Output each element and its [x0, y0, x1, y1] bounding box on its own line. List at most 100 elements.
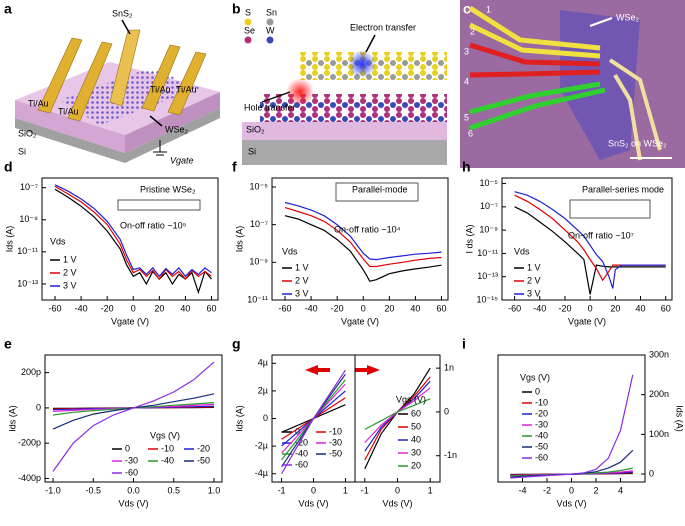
legend-label: -10	[535, 397, 548, 407]
label: Si	[18, 146, 26, 156]
arrow	[318, 368, 330, 372]
x-axis-label: Vgate (V)	[111, 316, 149, 326]
legend-label: 50	[411, 421, 421, 431]
label: SnS₂ on WSe₂	[608, 138, 667, 148]
x-tick-label: 4	[618, 485, 623, 495]
y-tick-label: 1n	[444, 363, 454, 373]
electrode	[608, 58, 662, 151]
x-tick-label: -40	[305, 303, 318, 313]
y-axis-label: Ids (A)	[4, 226, 14, 253]
y-tick-label: 10⁻¹³	[477, 271, 498, 281]
series-line	[54, 184, 212, 278]
legend-atom	[266, 36, 274, 44]
label: Ti/Au	[150, 84, 171, 94]
legend-label: 40	[411, 434, 421, 444]
legend-label: -60	[125, 467, 138, 477]
electrode	[141, 44, 181, 112]
series-line	[54, 188, 212, 295]
y-tick-label: 10⁻⁷	[20, 182, 38, 192]
electrode	[469, 81, 601, 115]
x-tick-label: -2	[543, 485, 551, 495]
electrode	[469, 42, 601, 67]
x-tick-label: 1.0	[208, 485, 221, 495]
x-tick-label: 40	[410, 303, 420, 313]
y-tick-label: 10⁻⁵	[250, 181, 269, 191]
panel-label: i	[462, 336, 466, 352]
legend-label: 60	[411, 408, 421, 418]
label: Electron transfer	[350, 22, 416, 32]
x-axis-label: Vds (V)	[556, 498, 586, 508]
legend-title: Vds	[282, 246, 298, 256]
y-axis-label: Ids (A)	[675, 405, 685, 432]
sio2-layer	[242, 122, 447, 140]
label: Vgate	[170, 155, 194, 165]
legend-label: 0	[535, 386, 540, 396]
panel-b: b S Sn Se W Electron transfer Hole trans…	[232, 1, 447, 165]
x-tick-label: -1.0	[45, 485, 61, 495]
panel-label: g	[232, 336, 241, 352]
label: 6	[468, 128, 473, 138]
x-tick-label: 60	[661, 303, 671, 313]
electron	[348, 50, 376, 78]
legend-atom	[266, 18, 274, 26]
y-tick-label: 0	[444, 406, 449, 416]
plot-frame	[41, 177, 219, 301]
series-line	[364, 398, 431, 430]
y-tick-label: 10⁻¹¹	[17, 246, 38, 256]
x-tick-label: 0	[569, 485, 574, 495]
panel-label: a	[4, 1, 12, 17]
x-tick-label: -40	[533, 303, 546, 313]
x-axis-label: Vds (V)	[118, 498, 148, 508]
x-tick-label: 20	[384, 303, 394, 313]
annotation: Parallel-mode	[352, 184, 408, 194]
series-line	[514, 206, 666, 295]
label: WSe₂	[616, 12, 640, 22]
legend-atom	[244, 18, 252, 26]
legend-label: 1 V	[527, 262, 541, 272]
legend-label: 2 V	[527, 275, 541, 285]
arrow	[305, 365, 318, 375]
label: 1	[486, 4, 491, 14]
x-tick-label: 2	[593, 485, 598, 495]
insets	[117, 182, 651, 375]
series-line	[284, 215, 442, 282]
y-tick-label: 10⁻⁹	[249, 257, 268, 267]
y-tick-label: -2µ	[255, 440, 268, 450]
legend-title: Vgs (V)	[150, 430, 180, 440]
y-tick-label: -200p	[18, 438, 41, 448]
legend-label: -50	[197, 455, 210, 465]
y-axis-label: Ids (A)	[234, 226, 244, 253]
legend-label: -10	[161, 443, 174, 453]
y-tick-label: 200p	[21, 367, 41, 377]
label: W	[266, 25, 275, 35]
x-tick-label: -1	[361, 485, 369, 495]
series-line	[284, 201, 442, 261]
legend-label: -50	[329, 448, 342, 458]
circuit-inset	[569, 199, 651, 219]
x-axis-label: Vgate (V)	[341, 316, 379, 326]
x-tick-label: 1	[343, 485, 348, 495]
legend-label: 30	[411, 447, 421, 457]
x-tick-label: 0	[588, 303, 593, 313]
x-tick-label: 60	[206, 303, 216, 313]
legend-label: -30	[535, 419, 548, 429]
label: S	[245, 7, 251, 17]
series-line	[281, 369, 346, 475]
annotation: On-off ratio ~10⁴	[334, 224, 401, 234]
electrode	[167, 51, 207, 116]
panel-label: f	[232, 159, 237, 175]
y-tick-label: 300n	[649, 349, 669, 359]
x-tick-label: -20	[101, 303, 114, 313]
panel-label: b	[232, 1, 241, 17]
y-tick-label: 10⁻⁵	[480, 178, 499, 188]
label: 3	[464, 46, 469, 56]
x-axis-label: Vds (V)	[382, 498, 412, 508]
y-tick-label: 0	[263, 413, 268, 423]
legend-atom	[244, 36, 252, 44]
y-tick-label: 0	[36, 402, 41, 412]
arrow	[355, 368, 367, 372]
arrow	[367, 365, 380, 375]
sio2-side	[125, 92, 220, 153]
legend-label: -20	[197, 443, 210, 453]
x-axis-label: Vds (V)	[298, 498, 328, 508]
